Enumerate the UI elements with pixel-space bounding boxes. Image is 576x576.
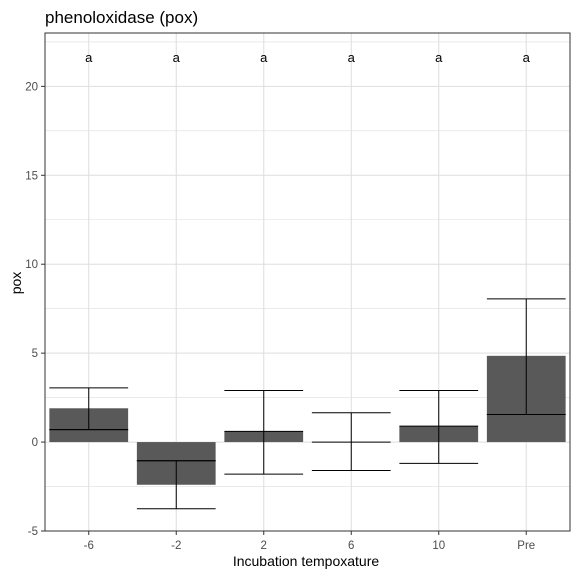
x-tick-label: -2 (171, 540, 181, 552)
y-tick-label: 10 (25, 259, 38, 271)
panel-border (45, 33, 570, 531)
x-axis-title: Incubation tempoxature (233, 553, 380, 569)
x-tick-label: 6 (348, 540, 354, 552)
significance-letter: a (435, 50, 443, 65)
significance-letter: a (260, 50, 268, 65)
bars (49, 356, 565, 485)
error-bar (312, 413, 391, 471)
y-tick-label: 0 (32, 437, 38, 449)
significance-letter: a (348, 50, 356, 65)
x-tick-label: Pre (517, 540, 535, 552)
x-axis-ticks: -6 -2 2 6 10 Pre (84, 531, 536, 552)
grid (45, 33, 570, 531)
y-axis-title: pox (8, 272, 24, 295)
y-tick-label: 5 (32, 348, 38, 360)
significance-letter: a (85, 50, 93, 65)
y-axis-ticks: -5 0 5 10 15 20 (25, 81, 45, 538)
significance-letter: a (523, 50, 531, 65)
x-tick-label: 10 (432, 540, 445, 552)
y-tick-label: 15 (25, 170, 38, 182)
chart-title: phenoloxidase (pox) (45, 8, 198, 27)
y-tick-label: 20 (25, 81, 38, 93)
significance-letter: a (173, 50, 181, 65)
y-tick-label: -5 (28, 526, 38, 538)
x-tick-label: -6 (84, 540, 94, 552)
x-tick-label: 2 (261, 540, 267, 552)
